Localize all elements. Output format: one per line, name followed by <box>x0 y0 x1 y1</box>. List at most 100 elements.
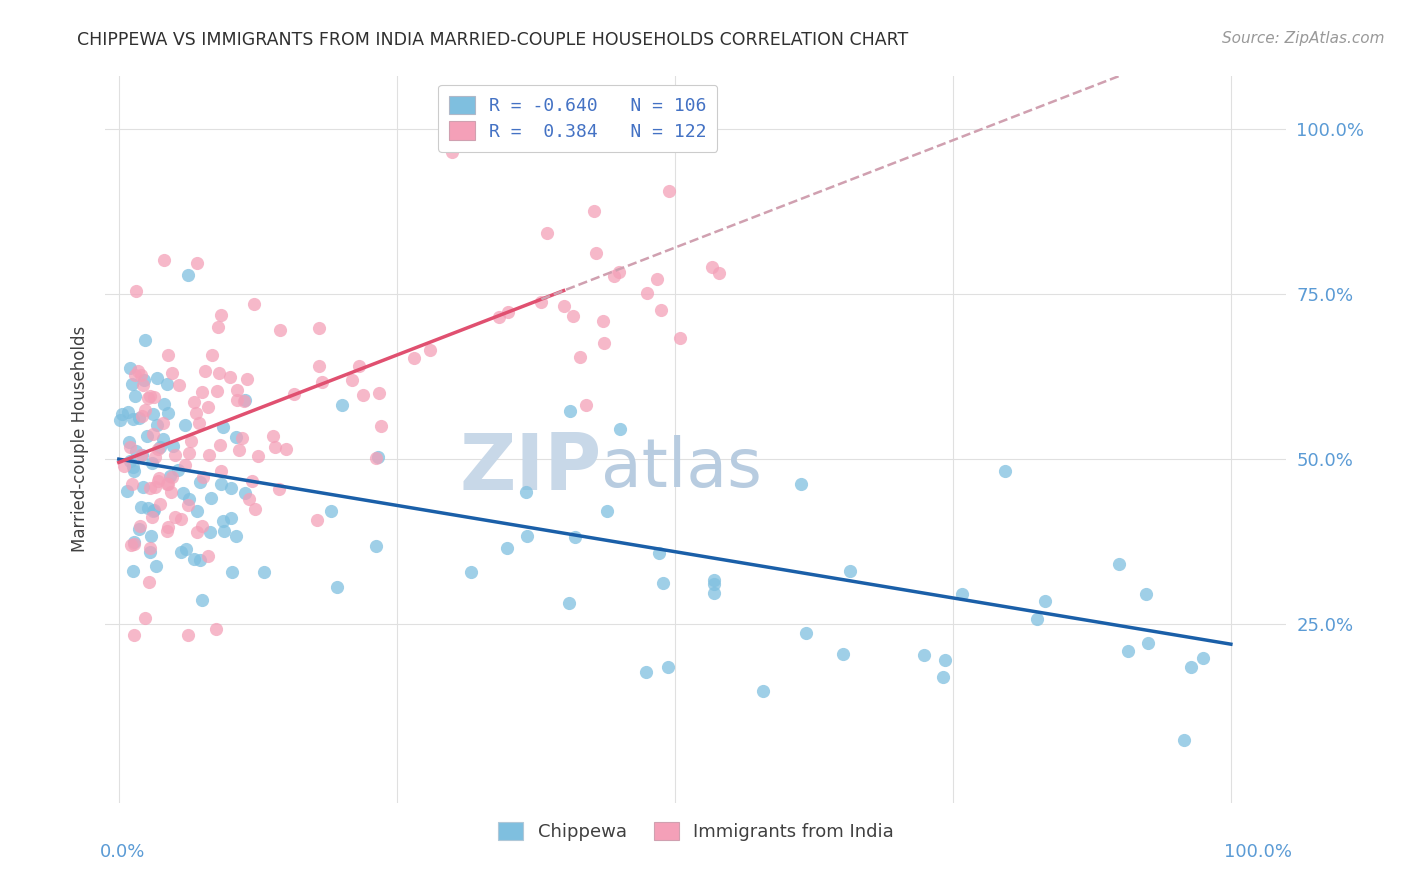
Point <box>209 438 232 452</box>
Point <box>228 443 250 458</box>
Point <box>950 586 973 600</box>
Point <box>128 411 150 425</box>
Point <box>839 565 862 579</box>
Point <box>134 611 156 625</box>
Point <box>269 483 291 497</box>
Point <box>1173 733 1195 747</box>
Point <box>162 470 184 484</box>
Point <box>636 286 658 301</box>
Point <box>607 265 630 279</box>
Point <box>132 479 155 493</box>
Point <box>127 364 149 378</box>
Point <box>141 456 163 470</box>
Point <box>149 497 172 511</box>
Point <box>157 477 180 491</box>
Text: ZIP: ZIP <box>460 430 602 507</box>
Point <box>460 565 482 579</box>
Point <box>364 451 387 466</box>
Point <box>177 628 200 642</box>
Point <box>117 404 139 418</box>
Point <box>253 566 276 580</box>
Point <box>368 386 391 401</box>
Point <box>790 477 813 491</box>
Point <box>307 513 329 527</box>
Point <box>157 347 180 361</box>
Point <box>138 574 160 589</box>
Point <box>209 477 232 491</box>
Point <box>225 429 247 443</box>
Point <box>136 392 159 406</box>
Point <box>191 470 214 484</box>
Point <box>142 504 165 518</box>
Point <box>186 524 208 539</box>
Point <box>122 537 145 551</box>
Point <box>225 383 247 397</box>
Point <box>157 406 180 420</box>
Point <box>488 310 510 324</box>
Point <box>207 320 229 334</box>
Point <box>186 255 208 269</box>
Point <box>165 510 187 524</box>
Point <box>231 432 253 446</box>
Point <box>111 407 134 421</box>
Point <box>160 485 183 500</box>
Point <box>148 470 170 484</box>
Point <box>198 448 221 462</box>
Point <box>219 481 242 495</box>
Point <box>146 442 169 457</box>
Point <box>592 314 614 328</box>
Point <box>183 552 205 566</box>
Point <box>700 260 723 275</box>
Point <box>139 544 162 558</box>
Point <box>562 310 585 324</box>
Point <box>179 445 201 459</box>
Point <box>651 576 673 591</box>
Legend: Chippewa, Immigrants from India: Chippewa, Immigrants from India <box>491 814 901 848</box>
Point <box>221 565 243 579</box>
Point <box>156 376 179 391</box>
Point <box>143 480 166 494</box>
Point <box>153 396 176 410</box>
Point <box>569 350 592 364</box>
Point <box>183 394 205 409</box>
Point <box>166 463 188 477</box>
Point <box>247 449 270 463</box>
Point <box>516 529 538 543</box>
Point <box>311 375 333 389</box>
Point <box>201 348 224 362</box>
Point <box>1180 660 1202 674</box>
Point <box>657 659 679 673</box>
Point <box>142 390 165 404</box>
Point <box>146 371 169 385</box>
Point <box>1192 651 1215 665</box>
Point <box>121 477 143 491</box>
Point <box>664 135 686 149</box>
Point <box>751 684 773 698</box>
Point <box>221 511 243 525</box>
Point <box>122 534 145 549</box>
Point <box>496 305 519 319</box>
Point <box>120 538 142 552</box>
Point <box>163 448 186 462</box>
Point <box>364 539 387 553</box>
Point <box>1136 636 1159 650</box>
Point <box>212 524 235 539</box>
Point <box>186 504 208 518</box>
Point <box>197 549 219 563</box>
Point <box>184 406 207 420</box>
Point <box>419 343 441 357</box>
Point <box>1033 594 1056 608</box>
Point <box>108 413 131 427</box>
Point <box>190 593 212 607</box>
Point <box>129 518 152 533</box>
Point <box>347 359 370 373</box>
Point <box>326 580 349 594</box>
Point <box>122 459 145 474</box>
Point <box>208 366 231 380</box>
Point <box>193 364 215 378</box>
Point <box>174 541 197 556</box>
Point <box>609 422 631 436</box>
Point <box>603 269 626 284</box>
Point <box>912 648 935 662</box>
Point <box>131 449 153 463</box>
